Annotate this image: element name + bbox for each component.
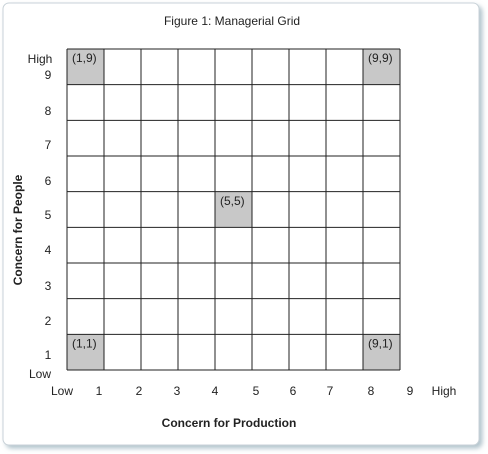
x-axis-title: Concern for Production — [162, 416, 297, 430]
x-label: 3 — [174, 384, 181, 398]
y-label: 6 — [45, 174, 52, 188]
x-label: Low — [51, 384, 73, 398]
y-label: Low — [29, 367, 51, 381]
y-label: 1 — [45, 348, 52, 362]
cell-label: (1,9) — [72, 51, 97, 65]
highlight-cell — [215, 191, 252, 228]
highlight-cell — [363, 49, 400, 85]
x-label: 2 — [136, 384, 143, 398]
cell-label: (1,1) — [72, 337, 97, 351]
y-label: 7 — [45, 138, 52, 152]
x-label: 6 — [290, 384, 297, 398]
x-label: High — [432, 384, 457, 398]
y-label: 3 — [45, 279, 52, 293]
y-label: 2 — [45, 314, 52, 328]
highlight-cell — [67, 334, 104, 370]
x-label: 9 — [407, 384, 414, 398]
title: Figure 1: Managerial Grid — [164, 14, 300, 28]
x-label: 4 — [212, 384, 219, 398]
y-label: 8 — [45, 104, 52, 118]
y-label: 4 — [45, 243, 52, 257]
x-label: 8 — [368, 384, 375, 398]
x-label: 7 — [327, 384, 334, 398]
y-label: 5 — [45, 208, 52, 222]
highlight-cell — [67, 49, 104, 85]
cell-label: (9,9) — [368, 51, 393, 65]
highlight-cell — [363, 334, 400, 370]
cell-label: (5,5) — [220, 194, 245, 208]
y-label: High — [28, 52, 53, 66]
y-axis-title: Concern for People — [11, 174, 25, 285]
cell-label: (9,1) — [368, 337, 393, 351]
x-label: 5 — [253, 384, 260, 398]
y-label: 9 — [45, 68, 52, 82]
x-label: 1 — [96, 384, 103, 398]
